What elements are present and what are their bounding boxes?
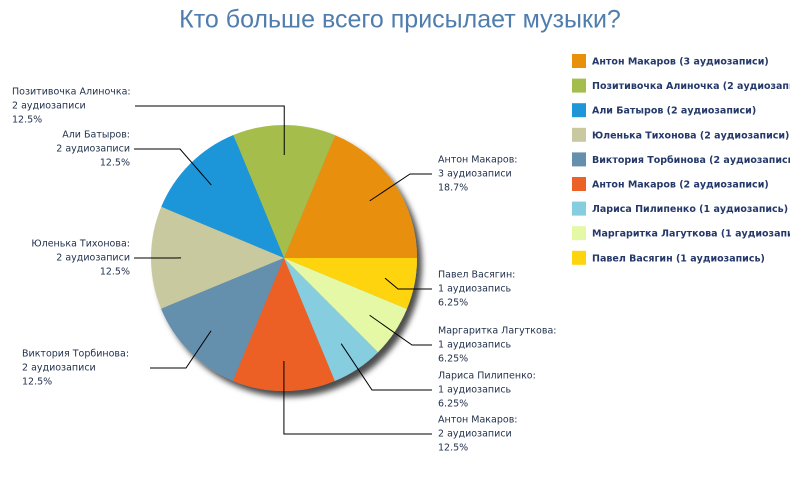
legend-label: Позитивочка Алиночка (2 аудиозаписи) [592, 81, 800, 92]
slice-value-label: 12.5% [22, 377, 52, 388]
chart-title: Кто больше всего присылает музыки? [179, 6, 621, 34]
legend-swatch [572, 251, 586, 265]
slice-label: Антон Макаров: [438, 415, 518, 426]
legend: Антон Макаров (3 аудиозаписи) Позитивочка… [572, 54, 800, 265]
slice-label: Позитивочка Алиночка: [12, 87, 131, 98]
slice-label: Лариса Пилипенко: [438, 371, 536, 382]
slice-value-label: 18.7% [438, 183, 468, 194]
slice-label: Антон Макаров: [438, 155, 518, 166]
slice-label: Маргаритка Лагуткова: [438, 326, 556, 337]
legend-swatch [572, 226, 586, 240]
slice-sublabel: 2 аудиозаписи [56, 144, 130, 155]
pie [151, 125, 417, 391]
legend-label: Антон Макаров (2 аудиозаписи) [592, 180, 769, 191]
legend-label: Лариса Пилипенко (1 аудиозапись) [592, 204, 788, 215]
legend-swatch [572, 152, 586, 166]
slice-value-label: 12.5% [100, 158, 130, 169]
legend-swatch [572, 177, 586, 191]
slice-sublabel: 2 аудиозаписи [22, 363, 96, 374]
legend-label: Антон Макаров (3 аудиозаписи) [592, 57, 769, 68]
legend-label: Маргаритка Лагуткова (1 аудиозапись) [592, 229, 800, 240]
slice-sublabel: 2 аудиозаписи [12, 101, 86, 112]
slice-value-label: 12.5% [100, 267, 130, 278]
slice-sublabel: 2 аудиозаписи [56, 253, 130, 264]
legend-label: Павел Васягин (1 аудиозапись) [592, 253, 765, 264]
slice-value-label: 12.5% [438, 443, 468, 454]
legend-swatch [572, 103, 586, 117]
slice-sublabel: 1 аудиозапись [438, 340, 512, 351]
slice-label: Павел Васягин: [438, 270, 515, 281]
slice-label: Юленька Тихонова: [31, 239, 130, 250]
slice-value-label: 12.5% [12, 115, 42, 126]
slice-value-label: 6.25% [438, 354, 468, 365]
legend-swatch [572, 202, 586, 216]
slice-sublabel: 1 аудиозапись [438, 284, 512, 295]
legend-swatch [572, 79, 586, 93]
legend-label: Юленька Тихонова (2 аудиозаписи) [592, 130, 789, 141]
slice-sublabel: 1 аудиозапись [438, 385, 512, 396]
slice-sublabel: 2 аудиозаписи [438, 429, 512, 440]
legend-label: Виктория Торбинова (2 аудиозаписи) [592, 155, 799, 166]
legend-label: Али Батыров (2 аудиозаписи) [592, 106, 756, 117]
slice-value-label: 6.25% [438, 298, 468, 309]
slice-sublabel: 3 аудиозаписи [438, 169, 512, 180]
slice-label: Виктория Торбинова: [22, 349, 129, 360]
legend-swatch [572, 128, 586, 142]
legend-swatch [572, 54, 586, 68]
slice-label: Али Батыров: [62, 130, 130, 141]
slice-value-label: 6.25% [438, 399, 468, 410]
